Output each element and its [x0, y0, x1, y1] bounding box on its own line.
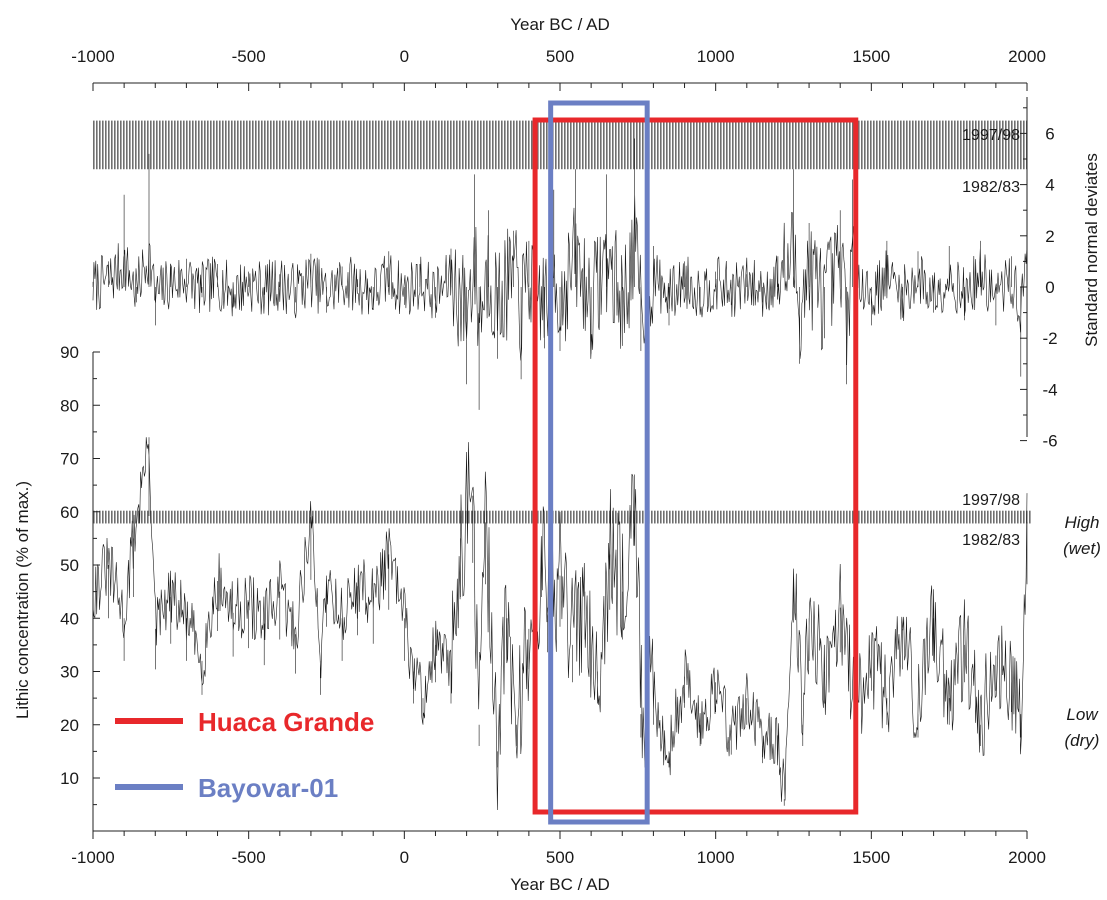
- bottom-x-tick-label: 0: [400, 848, 409, 867]
- top-band-lower-label: 1982/83: [962, 179, 1020, 196]
- left-y-tick-label: 60: [60, 503, 79, 522]
- left-y-tick-label: 20: [60, 716, 79, 735]
- bottom-band-lower-label: 1982/83: [962, 532, 1020, 549]
- left-y-tick-label: 50: [60, 556, 79, 575]
- left-y-tick-label: 80: [60, 396, 79, 415]
- bottom-band-upper-label: 1997/98: [962, 492, 1020, 509]
- series-group: [92, 138, 1028, 811]
- top-x-tick-label: -1000: [71, 47, 114, 66]
- bottom-x-tick-label: -500: [232, 848, 266, 867]
- right-y-tick-label: -6: [1042, 432, 1057, 451]
- right-y-tick-label: -2: [1042, 329, 1057, 348]
- legend: Huaca Grande Bayovar-01: [115, 707, 374, 803]
- left-y-tick-label: 70: [60, 450, 79, 469]
- left-y-tick-label: 30: [60, 663, 79, 682]
- top-x-tick-label: 500: [546, 47, 574, 66]
- highlight-group: [532, 100, 859, 825]
- bottom-x-tick-label: 2000: [1008, 848, 1046, 867]
- legend-label-bayovar-01: Bayovar-01: [198, 773, 338, 803]
- bottom-x-tick-label: -1000: [71, 848, 114, 867]
- right-y-axis-title: Standard normal deviates: [1082, 153, 1101, 347]
- low-sub-label: (dry): [1065, 731, 1100, 750]
- left-y-tick-label: 40: [60, 609, 79, 628]
- right-y-tick-label: 4: [1045, 176, 1054, 195]
- bottom-series-line: [92, 437, 1028, 811]
- top-x-axis-title: Year BC / AD: [510, 15, 610, 34]
- top-x-tick-label: 2000: [1008, 47, 1046, 66]
- axes-group: -1000-1000-500-5000050050010001000150015…: [60, 47, 1057, 867]
- right-y-tick-label: 0: [1045, 278, 1054, 297]
- bottom-el-nino-band: [93, 510, 1032, 524]
- bottom-x-tick-label: 1000: [697, 848, 735, 867]
- right-y-tick-label: 6: [1045, 124, 1054, 143]
- right-y-tick-label: 2: [1045, 227, 1054, 246]
- high-label: High: [1065, 513, 1100, 532]
- bayovar-01-range-box: [548, 100, 650, 825]
- bottom-x-axis-title: Year BC / AD: [510, 875, 610, 894]
- top-x-tick-label: 1000: [697, 47, 735, 66]
- bottom-x-tick-label: 1500: [852, 848, 890, 867]
- top-x-tick-label: -500: [232, 47, 266, 66]
- top-band-upper-label: 1997/98: [962, 127, 1020, 144]
- legend-label-huaca-grande: Huaca Grande: [198, 707, 374, 737]
- left-y-axis-title: Lithic concentration (% of max.): [13, 481, 32, 719]
- huaca-grande-range-box: [532, 117, 859, 815]
- right-y-tick-label: -4: [1042, 380, 1057, 399]
- bottom-x-tick-label: 500: [546, 848, 574, 867]
- top-el-nino-band: [93, 120, 1027, 170]
- top-x-tick-label: 1500: [852, 47, 890, 66]
- left-y-tick-label: 90: [60, 343, 79, 362]
- top-series-line: [92, 138, 1028, 410]
- high-sub-label: (wet): [1063, 539, 1101, 558]
- top-x-tick-label: 0: [400, 47, 409, 66]
- low-label: Low: [1066, 705, 1099, 724]
- left-y-tick-label: 10: [60, 769, 79, 788]
